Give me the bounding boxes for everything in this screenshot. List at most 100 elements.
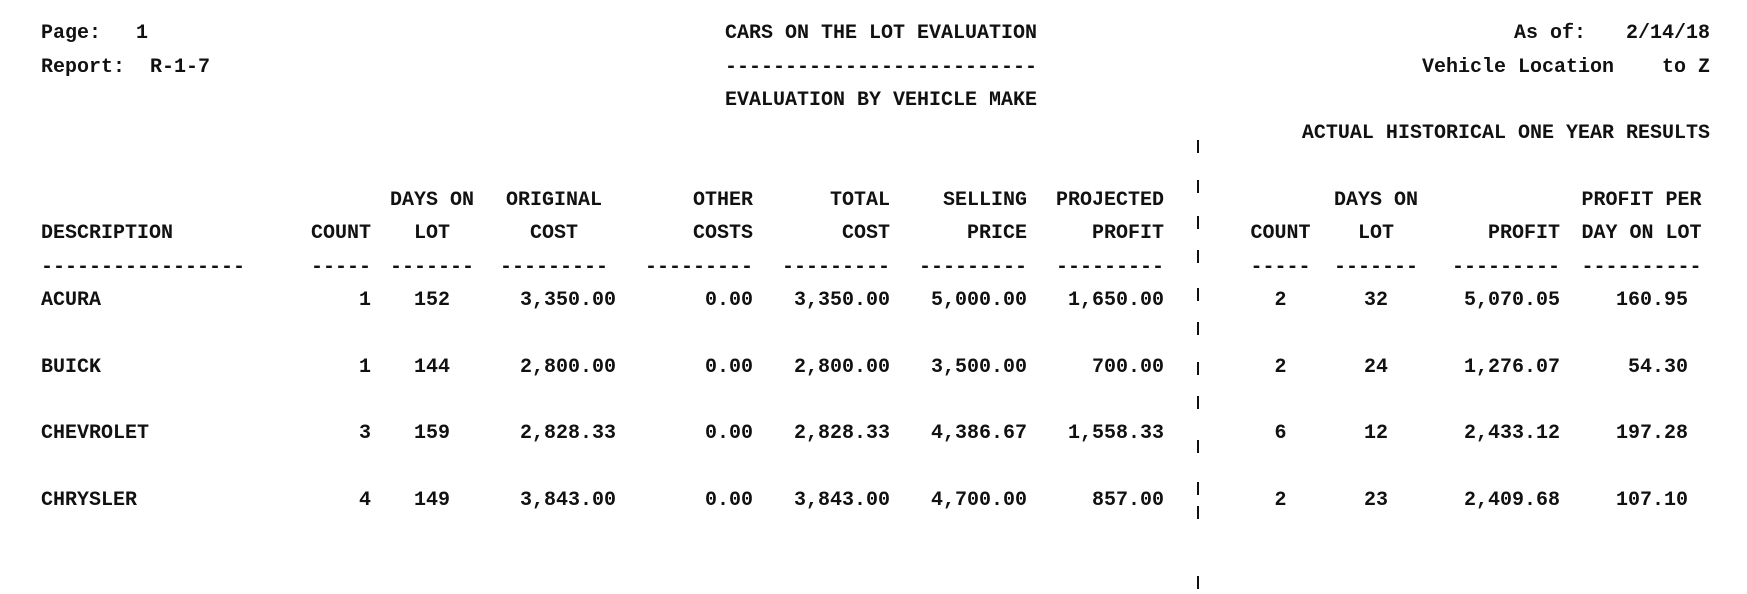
cell-description: CHRYSLER [41,489,138,512]
column-underline: --------- [499,256,609,279]
cell-selling-price: 3,500.00 [930,356,1027,379]
column-underline: --------- [781,256,890,279]
vehicle-location-label: Vehicle Location [1421,56,1614,79]
report-subtitle: EVALUATION BY VEHICLE MAKE [725,89,1038,112]
cell-total-cost: 3,843.00 [793,489,890,512]
cell-selling-price: 5,000.00 [930,289,1027,312]
cell-original-cost: 3,350.00 [519,289,616,312]
cell-original-cost: 3,843.00 [519,489,616,512]
column-underline: ----- [310,256,371,279]
report-title: CARS ON THE LOT EVALUATION [725,22,1038,45]
cell-hist-profit: 5,070.05 [1463,289,1560,312]
column-underline: --------- [1055,256,1164,279]
cell-hist-days-on-lot: 24 [1363,356,1388,379]
cell-selling-price: 4,700.00 [930,489,1027,512]
cell-count: 1 [358,289,371,312]
column-header-line1: DAYS ON [389,189,474,212]
historical-column-header-line1: DAYS ON [1333,189,1418,212]
column-header-line2: PRICE [966,222,1027,245]
column-header-line2: COSTS [692,222,753,245]
cell-projected-profit: 700.00 [1091,356,1164,379]
column-header-line2: LOT [413,222,450,245]
column-header-line1: TOTAL [829,189,890,212]
page-label: Page: [41,22,102,45]
cell-days-on-lot: 159 [413,422,450,445]
column-underline: ------- [389,256,474,279]
cell-hist-days-on-lot: 23 [1363,489,1388,512]
column-header-line1: PROJECTED [1055,189,1164,212]
divider-segment [1197,396,1199,409]
historical-header: ACTUAL HISTORICAL ONE YEAR RESULTS [1301,122,1710,145]
cell-other-costs: 0.00 [704,422,753,445]
column-underline: --------- [918,256,1027,279]
cell-count: 4 [358,489,371,512]
cell-original-cost: 2,800.00 [519,356,616,379]
cell-description: CHEVROLET [41,422,150,445]
cell-count: 1 [358,356,371,379]
cell-days-on-lot: 144 [413,356,450,379]
divider-segment [1197,250,1199,263]
cell-hist-count: 2 [1274,289,1287,312]
cell-hist-profit: 2,433.12 [1463,422,1560,445]
cell-hist-profit-per-day: 54.30 [1627,356,1688,379]
divider-segment [1197,362,1199,375]
report-id: R-1-7 [150,56,211,79]
divider-segment [1197,322,1199,335]
column-underline: ----------------- [41,256,246,279]
historical-column-header-line1: PROFIT PER [1581,189,1702,212]
divider-segment [1197,180,1199,193]
cell-total-cost: 2,800.00 [793,356,890,379]
column-header-line1: OTHER [692,189,753,212]
report-label: Report: [41,56,126,79]
cell-days-on-lot: 149 [413,489,450,512]
divider-segment [1197,576,1199,589]
cell-selling-price: 4,386.67 [930,422,1027,445]
cell-count: 3 [358,422,371,445]
cell-hist-days-on-lot: 32 [1363,289,1388,312]
column-header-line1: ORIGINAL [505,189,602,212]
cell-other-costs: 0.00 [704,289,753,312]
divider-segment [1197,216,1199,229]
cell-other-costs: 0.00 [704,356,753,379]
cell-hist-count: 6 [1274,422,1287,445]
cell-hist-profit: 2,409.68 [1463,489,1560,512]
cell-hist-count: 2 [1274,489,1287,512]
as-of-label: As of: [1513,22,1586,45]
cell-projected-profit: 1,558.33 [1067,422,1164,445]
column-header-line2: PROFIT [1091,222,1164,245]
historical-column-header-line2: LOT [1357,222,1394,245]
divider-segment [1197,440,1199,453]
column-header-line1: SELLING [942,189,1027,212]
column-header-line2: COST [529,222,578,245]
historical-column-underline: ------- [1333,256,1418,279]
column-underline: --------- [644,256,753,279]
cell-total-cost: 3,350.00 [793,289,890,312]
cell-projected-profit: 1,650.00 [1067,289,1164,312]
divider-segment [1197,288,1199,301]
divider-segment [1197,506,1199,519]
column-header-line2: COST [841,222,890,245]
cell-hist-profit-per-day: 107.10 [1615,489,1688,512]
cell-description: BUICK [41,356,102,379]
historical-column-header-line2: PROFIT [1487,222,1560,245]
cell-days-on-lot: 152 [413,289,450,312]
divider-segment [1197,482,1199,495]
vehicle-location-range: to Z [1661,56,1710,79]
cell-hist-profit: 1,276.07 [1463,356,1560,379]
page-number: 1 [136,22,149,45]
divider-segment [1197,140,1199,153]
cell-hist-count: 2 [1274,356,1287,379]
cell-projected-profit: 857.00 [1091,489,1164,512]
column-header-line2: DESCRIPTION [41,222,174,245]
cell-hist-profit-per-day: 197.28 [1615,422,1688,445]
column-header-line2: COUNT [310,222,371,245]
cell-original-cost: 2,828.33 [519,422,616,445]
historical-column-underline: ---------- [1581,256,1702,279]
historical-column-underline: --------- [1451,256,1560,279]
cell-total-cost: 2,828.33 [793,422,890,445]
historical-column-underline: ----- [1250,256,1311,279]
cell-description: ACURA [41,289,102,312]
cell-hist-days-on-lot: 12 [1363,422,1388,445]
title-underline: -------------------------- [725,56,1038,79]
historical-column-header-line2: COUNT [1250,222,1311,245]
